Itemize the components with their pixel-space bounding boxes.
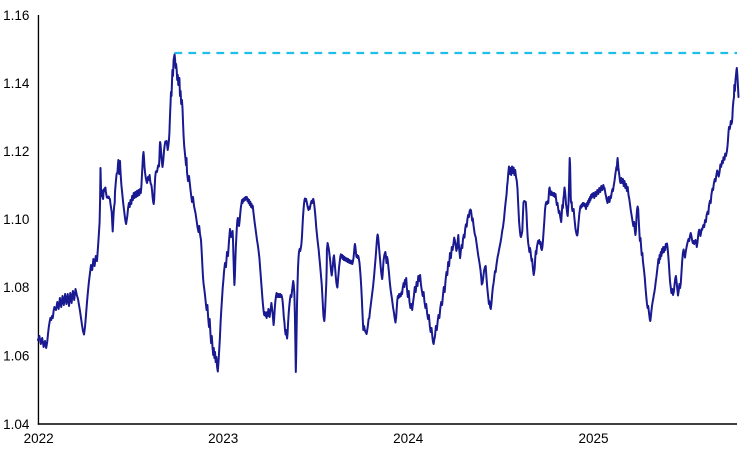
svg-text:1.06: 1.06 (3, 348, 29, 363)
svg-text:2022: 2022 (24, 431, 54, 446)
svg-text:1.16: 1.16 (3, 8, 29, 23)
svg-text:1.10: 1.10 (3, 212, 29, 227)
svg-text:2025: 2025 (578, 431, 608, 446)
svg-text:1.08: 1.08 (3, 280, 29, 295)
svg-text:1.14: 1.14 (3, 76, 30, 91)
svg-text:1.04: 1.04 (3, 417, 30, 432)
svg-text:2023: 2023 (208, 431, 238, 446)
svg-text:1.12: 1.12 (3, 144, 29, 159)
svg-text:2024: 2024 (393, 431, 424, 446)
